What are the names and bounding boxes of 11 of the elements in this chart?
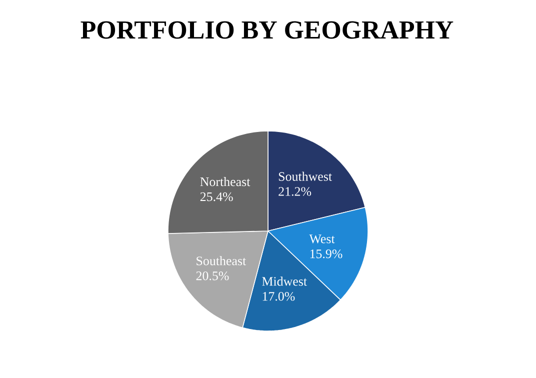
slice-label: Midwest [262,276,307,286]
slice-label: West [309,234,335,244]
data-label: 20.5% [196,271,229,280]
chart-title: PORTFOLIO BY GEOGRAPHY [80,21,454,39]
data-label: 17.0% [262,292,295,301]
slice-label: Northeast [200,177,250,186]
data-label: 25.4% [200,192,233,202]
data-label: 21.2% [278,187,312,196]
slice-label: Southeast [196,256,246,266]
data-label: 15.9% [310,249,342,258]
slice-label: Southwest [278,172,332,181]
